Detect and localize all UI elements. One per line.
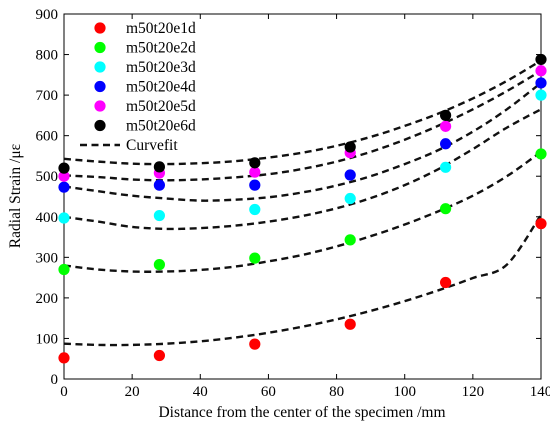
y-tick-label: 800 — [36, 48, 59, 64]
legend-label-m50t20e2d: m50t20e2d — [126, 40, 196, 57]
axis-ticks: 0 20 40 60 80 100 120 140 0 100 200 300 400 500 600 700… — [36, 7, 550, 400]
point-m50t20e4d-2 — [249, 179, 261, 191]
legend-marker-m50t20e2d — [94, 41, 106, 54]
point-m50t20e3d-2 — [249, 203, 261, 216]
x-tick-label: 40 — [193, 384, 208, 400]
curvefit-line-5 — [63, 69, 542, 182]
legend-marker-m50t20e3d — [94, 61, 106, 73]
point-m50t20e3d-5 — [535, 89, 547, 101]
x-tick-label: 80 — [329, 384, 344, 400]
point-m50t20e3d-1 — [153, 209, 165, 222]
point-m50t20e6d-4 — [440, 109, 452, 121]
y-tick-label: 300 — [36, 250, 59, 266]
y-tick-label: 900 — [36, 7, 59, 23]
x-tick-label: 120 — [462, 384, 485, 400]
point-m50t20e5d-4 — [440, 120, 452, 132]
point-m50t20e6d-0 — [58, 162, 70, 174]
point-m50t20e4d-0 — [58, 181, 70, 193]
point-m50t20e4d-4 — [440, 138, 452, 150]
legend-label-curvefit: Curvefit — [126, 137, 178, 154]
legend: m50t20e1d m50t20e2d m50t20e3d m50t20e4d m50t… — [80, 20, 196, 154]
legend-marker-m50t20e1d — [94, 22, 106, 34]
point-m50t20e3d-3 — [344, 192, 356, 205]
curvefit-line-6 — [63, 59, 542, 166]
point-m50t20e5d-0 — [58, 170, 70, 182]
curvefit-line-2 — [63, 150, 542, 273]
y-tick-label: 100 — [36, 331, 59, 347]
plot-frame — [63, 13, 542, 380]
point-m50t20e3d-0 — [58, 212, 70, 224]
y-tick-label: 0 — [51, 372, 59, 388]
point-m50t20e2d-1 — [153, 259, 165, 271]
point-m50t20e1d-1 — [153, 349, 165, 362]
legend-label-m50t20e5d: m50t20e5d — [126, 98, 196, 115]
data-points — [58, 53, 547, 364]
legend-marker-m50t20e6d — [94, 119, 106, 132]
legend-label-m50t20e4d: m50t20e4d — [126, 79, 196, 96]
x-tick-label: 140 — [530, 384, 550, 400]
point-m50t20e2d-2 — [249, 252, 261, 264]
y-axis-title: Radial Strain /με — [7, 143, 24, 248]
legend-marker-m50t20e4d — [94, 80, 106, 93]
y-tick-label: 400 — [36, 210, 59, 226]
point-m50t20e2d-4 — [440, 203, 452, 215]
legend-label-m50t20e1d: m50t20e1d — [126, 20, 196, 37]
point-m50t20e4d-1 — [153, 179, 165, 191]
point-m50t20e3d-4 — [440, 161, 452, 173]
point-m50t20e5d-2 — [249, 166, 261, 178]
curvefit-lines — [63, 59, 542, 347]
point-m50t20e2d-5 — [535, 148, 547, 160]
x-tick-label: 20 — [125, 384, 140, 400]
point-m50t20e6d-2 — [249, 157, 261, 169]
x-tick-label: 60 — [261, 384, 276, 400]
legend-label-m50t20e6d: m50t20e6d — [126, 118, 196, 135]
legend-label-m50t20e3d: m50t20e3d — [126, 59, 196, 76]
point-m50t20e5d-5 — [535, 65, 547, 77]
point-m50t20e6d-5 — [535, 53, 547, 66]
point-m50t20e4d-3 — [344, 169, 356, 181]
x-tick-label: 100 — [393, 384, 416, 400]
point-m50t20e1d-0 — [58, 352, 70, 364]
point-m50t20e6d-3 — [344, 141, 356, 153]
x-tick-label: 0 — [60, 384, 68, 400]
y-tick-label: 500 — [36, 169, 59, 185]
point-m50t20e1d-3 — [344, 318, 356, 330]
point-m50t20e1d-5 — [535, 218, 547, 230]
x-axis-title: Distance from the center of the specimen… — [158, 404, 445, 421]
point-m50t20e1d-2 — [249, 338, 261, 350]
point-m50t20e2d-3 — [344, 234, 356, 246]
point-m50t20e2d-0 — [58, 263, 70, 276]
y-tick-label: 600 — [36, 129, 59, 145]
legend-marker-m50t20e5d — [94, 100, 106, 112]
curvefit-line-1 — [63, 214, 542, 347]
point-m50t20e6d-1 — [153, 161, 165, 173]
y-tick-label: 200 — [36, 291, 59, 307]
point-m50t20e1d-4 — [440, 276, 452, 289]
point-m50t20e4d-5 — [535, 77, 547, 89]
y-tick-label: 700 — [36, 88, 59, 104]
